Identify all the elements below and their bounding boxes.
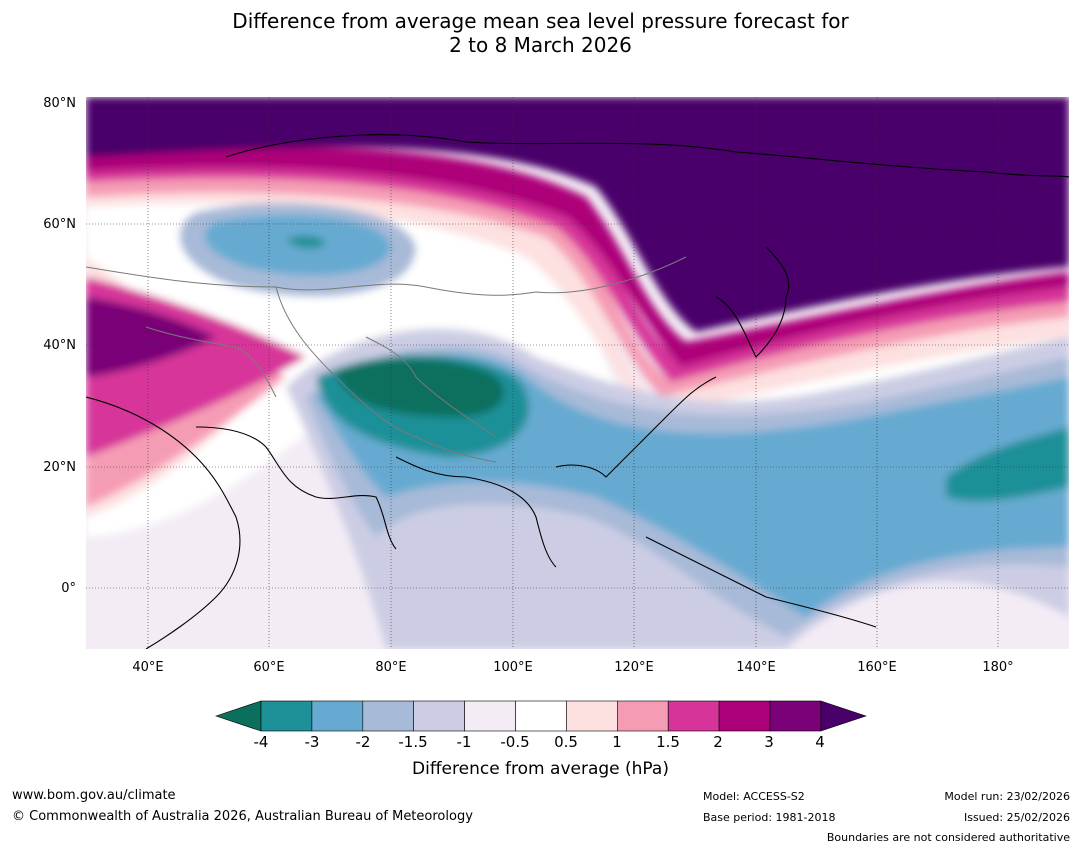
- colorbar-tick: -2: [355, 733, 371, 751]
- map-title-line1: Difference from average mean sea level p…: [232, 9, 849, 33]
- colorbar-tick: 1.5: [656, 733, 680, 751]
- anomaly-purple-west: [86, 297, 216, 377]
- lat-label-40n: 40°N: [43, 338, 76, 353]
- footer-issued: Issued: 25/02/2026: [963, 811, 1070, 824]
- pressure-anomaly-map: [86, 97, 1069, 649]
- footer-boundaries-note: Boundaries are not considered authoritat…: [826, 831, 1070, 844]
- lon-label-80e: 80°E: [375, 660, 407, 675]
- colorbar-title: Difference from average (hPa): [412, 759, 669, 779]
- lon-label-40e: 40°E: [132, 660, 164, 675]
- lon-label-120e: 120°E: [614, 660, 654, 675]
- anomaly-teal-pacific: [946, 427, 1069, 502]
- lat-label-20n: 20°N: [43, 460, 76, 475]
- colorbar-segment: [515, 700, 567, 732]
- colorbar-extend-high: [820, 700, 867, 732]
- footer-model-run: Model run: 23/02/2026: [944, 790, 1070, 803]
- colorbar-segment: [260, 700, 313, 732]
- colorbar-segment: [413, 700, 465, 732]
- colorbar-segment: [616, 700, 669, 732]
- colorbar-tick: 0.5: [554, 733, 578, 751]
- anomaly-purple: [86, 97, 1069, 332]
- lon-label-180: 180°: [982, 660, 1014, 675]
- lat-label-80n: 80°N: [43, 96, 76, 111]
- colorbar-segment: [362, 700, 415, 732]
- colorbar-tick: -4: [253, 733, 269, 751]
- colorbar-segment: [667, 700, 720, 732]
- coastlines: [86, 134, 1069, 649]
- anomaly-teal-tibet-core: [336, 359, 504, 417]
- footer-copyright: © Commonwealth of Australia 2026, Austra…: [12, 809, 473, 824]
- footer-url: www.bom.gov.au/climate: [12, 788, 176, 803]
- country-borders: [86, 256, 687, 463]
- anomaly-light-pink: [86, 157, 1069, 417]
- colorbar-tick: 4: [815, 733, 825, 751]
- colorbar-tick: -0.5: [500, 733, 530, 751]
- footer-base-period: Base period: 1981-2018: [703, 811, 836, 824]
- colorbar: [215, 700, 867, 732]
- lon-label-140e: 140°E: [736, 660, 776, 675]
- lat-label-0: 0°: [61, 581, 76, 596]
- lon-label-60e: 60°E: [253, 660, 285, 675]
- colorbar-segment: [464, 700, 516, 732]
- colorbar-tick: 3: [764, 733, 774, 751]
- graticule: [86, 97, 1069, 649]
- lon-label-100e: 100°E: [493, 660, 533, 675]
- anomaly-teal-siberia: [286, 235, 326, 249]
- colorbar-tick: 2: [713, 733, 723, 751]
- colorbar-segment: [718, 700, 771, 732]
- lon-label-160e: 160°E: [857, 660, 897, 675]
- anomaly-magenta: [86, 152, 1069, 382]
- colorbar-tick: 1: [612, 733, 622, 751]
- footer-model: Model: ACCESS-S2: [703, 790, 805, 803]
- lat-label-60n: 60°N: [43, 217, 76, 232]
- colorbar-segment: [769, 700, 822, 732]
- colorbar-extend-low: [215, 700, 262, 732]
- anomaly-pink: [86, 155, 1069, 397]
- colorbar-tick: -1.5: [398, 733, 428, 751]
- colorbar-segment: [566, 700, 618, 732]
- colorbar-tick: -3: [304, 733, 320, 751]
- colorbar-tick: -1: [456, 733, 472, 751]
- map-title-line2: 2 to 8 March 2026: [449, 33, 632, 57]
- colorbar-segment: [311, 700, 364, 732]
